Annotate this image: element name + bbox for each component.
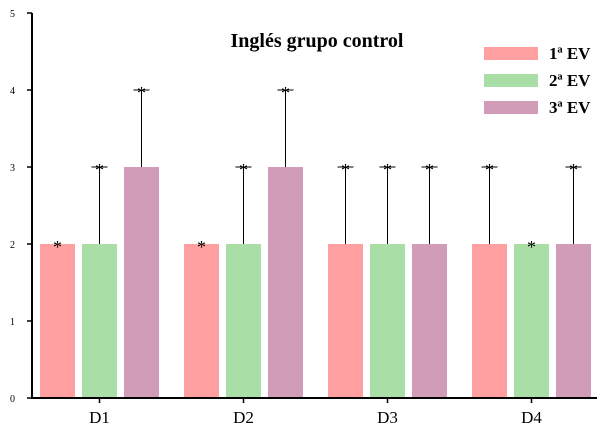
x-tick-label: D3 xyxy=(377,408,398,427)
significance-marker: * xyxy=(197,237,206,257)
significance-marker: * xyxy=(341,160,350,180)
bar xyxy=(370,244,405,398)
legend-label: 1ª EV xyxy=(549,44,591,63)
significance-marker: * xyxy=(569,160,578,180)
legend-swatch xyxy=(484,101,538,114)
legend-swatch xyxy=(484,74,538,87)
x-tick-label: D1 xyxy=(89,408,110,427)
bar xyxy=(328,244,363,398)
significance-marker: * xyxy=(95,160,104,180)
legend-swatch xyxy=(484,47,538,60)
bar xyxy=(82,244,117,398)
chart-title: Inglés grupo control xyxy=(231,30,404,52)
y-tick-label: 0 xyxy=(10,394,15,405)
y-tick-label: 1 xyxy=(10,317,15,328)
plot-area: * * * D1 * * * D2 * * * D3 * * * D4 0 1 2 3 4 5 xyxy=(10,9,597,427)
legend: 1ª EV 2ª EV 3ª EV xyxy=(484,44,591,117)
x-tick-label: D4 xyxy=(521,408,542,427)
bar xyxy=(472,244,507,398)
significance-marker: * xyxy=(527,237,536,257)
bar xyxy=(40,244,75,398)
significance-marker: * xyxy=(53,237,62,257)
bar xyxy=(556,244,591,398)
bar xyxy=(124,167,159,398)
significance-marker: * xyxy=(485,160,494,180)
bar xyxy=(184,244,219,398)
significance-marker: * xyxy=(137,83,146,103)
bar xyxy=(412,244,447,398)
bar xyxy=(226,244,261,398)
legend-label: 2ª EV xyxy=(549,71,591,90)
bar xyxy=(514,244,549,398)
y-tick-label: 2 xyxy=(10,240,15,251)
bar xyxy=(268,167,303,398)
x-tick-label: D2 xyxy=(233,408,254,427)
significance-marker: * xyxy=(239,160,248,180)
y-tick-label: 3 xyxy=(10,163,15,174)
y-tick-label: 5 xyxy=(10,9,15,20)
legend-label: 3ª EV xyxy=(549,98,591,117)
significance-marker: * xyxy=(425,160,434,180)
y-tick-label: 4 xyxy=(10,86,15,97)
significance-marker: * xyxy=(383,160,392,180)
significance-marker: * xyxy=(281,83,290,103)
